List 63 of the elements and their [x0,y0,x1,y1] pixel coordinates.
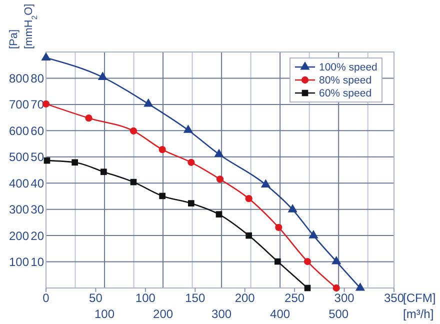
x-tick-label: 250 [284,291,305,305]
x-tick-label: 350 [384,291,404,305]
point [332,284,340,292]
point [72,159,78,166]
y-tick-label: 300 [8,202,30,217]
y-axis-title: [Pa] [8,29,20,49]
legend-label: 100% speed [319,62,378,74]
y-tick-label: 100 [8,254,30,269]
x-tick-label: 100 [135,291,156,305]
point [188,158,195,166]
x-tick-label: 200 [234,291,256,305]
y-tick-label: 800 [8,71,30,86]
point [85,114,92,122]
point [44,157,50,164]
point [159,192,166,200]
y2-tick-label: 20 [30,228,44,243]
point [214,148,224,158]
x-tick-label: 300 [334,291,355,305]
point [332,256,342,264]
point [183,124,193,133]
point [188,200,194,206]
x-axis-title: [CFM] [403,291,436,305]
point [130,178,137,186]
legend-label: 60% speed [319,88,372,100]
y-tick-label: 200 [8,228,30,243]
point [275,224,282,231]
y2-tick-label: 50 [30,150,44,164]
point [355,282,365,291]
point [41,52,51,61]
point [130,127,138,134]
y2-tick-label: 40 [30,176,44,190]
x2-tick-label: 100 [94,307,115,321]
x2-tick-label: 500 [328,307,349,321]
legend-label: 80% speed [319,74,372,87]
point [144,98,154,107]
point [216,211,222,218]
point [260,179,271,188]
x-tick-label: 150 [185,291,206,305]
point [245,195,252,202]
y-tick-label: 700 [8,98,30,112]
point [274,258,281,265]
x-tick-label: 50 [89,291,103,305]
y2-tick-label: 30 [30,202,44,217]
point [216,176,224,183]
y-tick-label: 500 [8,150,30,164]
point [246,232,252,239]
y-tick-label: 600 [8,124,30,138]
x2-tick-label: 200 [153,307,174,321]
x2-axis-title: [m³/h] [403,307,434,321]
point [100,168,107,175]
point [158,146,166,154]
x-tick-label: 0 [42,291,50,305]
y2-tick-label: 60 [30,124,44,138]
point [98,72,108,80]
point [304,258,312,266]
y-tick-label: 400 [8,176,30,190]
point [308,230,318,238]
y2-tick-label: 10 [30,254,44,269]
y2-tick-label: 80 [30,71,44,86]
x2-tick-label: 300 [212,307,232,321]
point [304,284,311,292]
point [288,204,298,212]
x2-tick-label: 400 [270,307,290,321]
